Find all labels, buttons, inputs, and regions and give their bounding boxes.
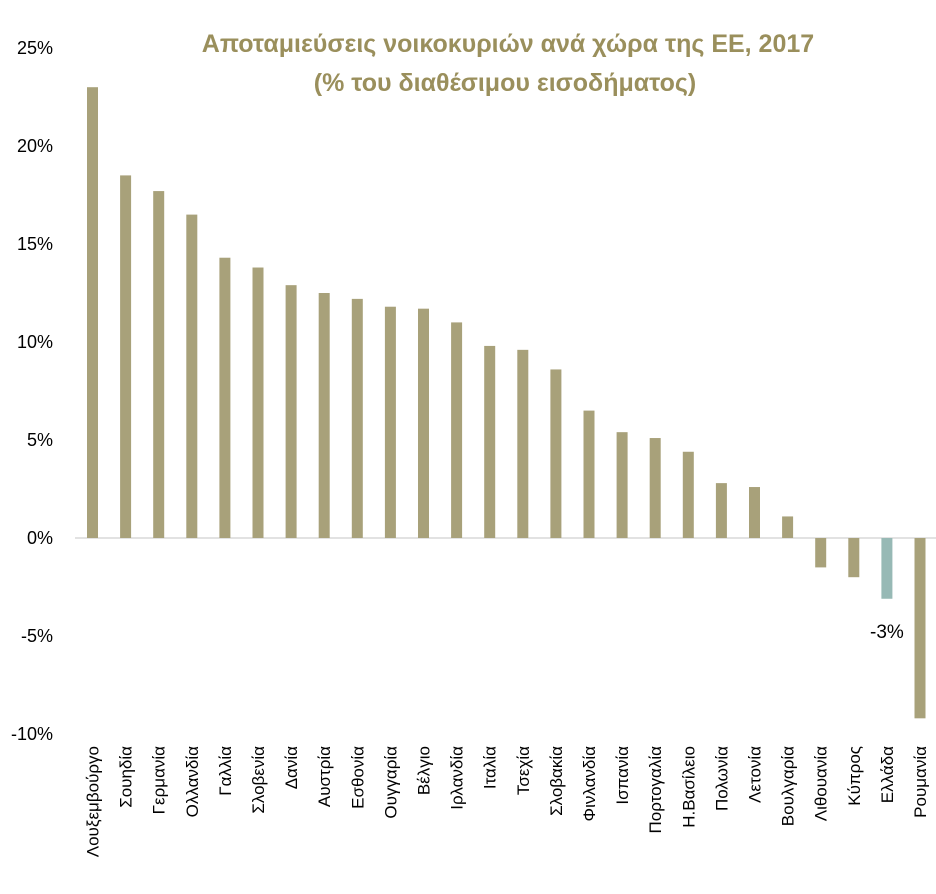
category-label: Σουηδία	[117, 746, 136, 808]
y-tick-label: 20%	[17, 136, 53, 156]
highlight-data-label: -3%	[870, 622, 904, 643]
bar	[914, 538, 926, 719]
category-label: Ιρλανδία	[448, 746, 467, 810]
category-label: Λουξεμβούργο	[84, 746, 103, 857]
y-tick-label: 15%	[17, 234, 53, 254]
category-label: Ιταλία	[481, 746, 500, 789]
category-label: Γαλλία	[216, 746, 235, 796]
category-labels: Λουξεμβούργο Σουηδία Γερμανία Ολλανδία Γαλλί…	[84, 746, 931, 857]
category-label: Δανία	[282, 746, 301, 789]
y-tick-label: 10%	[17, 332, 53, 352]
bar	[120, 175, 132, 538]
bar	[815, 538, 827, 568]
bar	[418, 308, 429, 538]
bar	[451, 322, 463, 538]
bar	[715, 483, 727, 538]
bar	[749, 487, 760, 538]
bar	[881, 538, 893, 599]
bar	[848, 538, 860, 578]
bar	[318, 293, 330, 538]
bar	[351, 298, 363, 538]
category-label: Ολλανδία	[183, 746, 202, 818]
category-label: Γερμανία	[150, 746, 169, 815]
bar	[583, 410, 595, 538]
bar	[782, 516, 794, 538]
bar	[384, 306, 396, 538]
category-label: Ρουμανία	[911, 746, 930, 818]
category-label: Φινλανδία	[580, 746, 599, 822]
category-label: Ουγγαρία	[381, 746, 400, 819]
category-label: Εσθονία	[348, 746, 367, 809]
category-label: Βουλγαρία	[779, 746, 798, 826]
y-tick-label: 5%	[27, 430, 53, 450]
category-label: Λετονία	[746, 746, 765, 803]
category-label: Σλοβακία	[547, 746, 566, 816]
category-label: Η.Βασίλειο	[679, 746, 698, 828]
bars-group	[87, 87, 926, 719]
bar	[616, 432, 628, 538]
category-label: Αυστρία	[315, 746, 334, 807]
category-label: Κύπρος	[845, 746, 864, 806]
bar	[649, 438, 661, 538]
bar	[219, 257, 231, 538]
y-axis-tick-labels: 25% 20% 15% 10% 5% 0% -5% -10%	[11, 38, 53, 744]
bar	[517, 349, 529, 538]
bar	[87, 87, 98, 538]
bar	[285, 285, 297, 538]
bar	[252, 267, 264, 538]
chart-subtitle: (% του διαθέσιμου εισοδήματος)	[314, 69, 696, 97]
bar	[186, 214, 198, 538]
category-label: Σλοβενία	[249, 746, 268, 814]
y-tick-label: 0%	[27, 528, 53, 548]
y-tick-label: 25%	[17, 38, 53, 58]
y-tick-label: -5%	[21, 626, 53, 646]
category-label: Πολωνία	[712, 746, 731, 811]
bar	[484, 345, 496, 538]
bar	[682, 451, 694, 538]
category-label: Πορτογαλία	[646, 746, 665, 834]
bar	[153, 191, 165, 538]
category-label: Τσεχία	[514, 746, 533, 795]
category-label: Ισπανία	[613, 746, 632, 805]
category-label: Βέλγιο	[415, 746, 434, 795]
bar	[550, 369, 562, 538]
category-label: Ελλάδα	[878, 746, 897, 803]
chart-title: Αποταμιεύσεις νοικοκυριών ανά χώρα της Ε…	[202, 30, 814, 58]
category-label: Λιθουανία	[812, 746, 831, 821]
y-tick-label: -10%	[11, 724, 53, 744]
